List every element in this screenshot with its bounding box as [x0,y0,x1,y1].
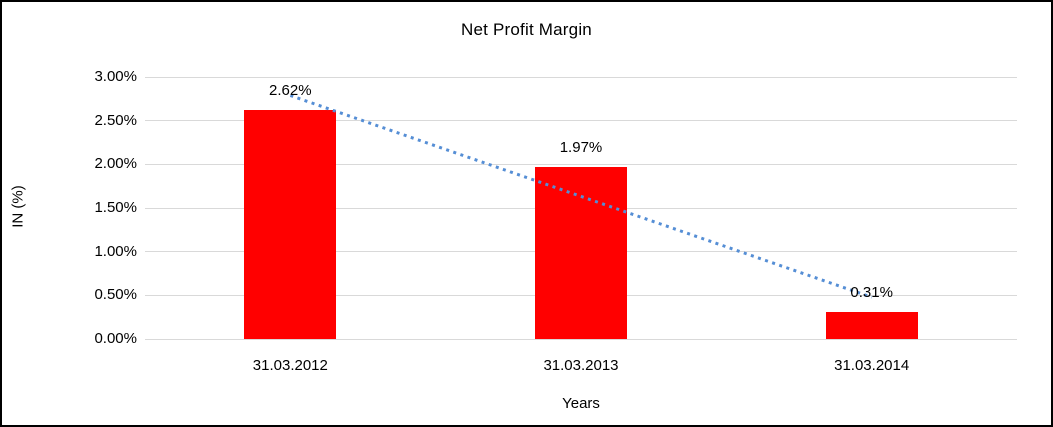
bar-31.03.2014 [825,311,918,339]
data-label: 1.97% [559,138,603,156]
y-axis-tick-label: 2.50% [94,111,137,129]
bar-31.03.2013 [535,166,627,339]
data-label: 0.31% [850,283,893,301]
bar-31.03.2012 [244,110,337,339]
x-axis-tick-label: 31.03.2013 [543,357,619,374]
trendline [289,94,873,299]
y-axis-tick-label: 0.00% [94,330,137,347]
plot-area: 2.62% 1.97% 0.31% [145,76,1017,340]
x-axis-title: Years [562,395,600,412]
y-axis-tick-label: 1.00% [94,242,137,260]
x-axis-tick-label: 31.03.2014 [834,357,910,374]
y-axis-tick-label: 1.50% [94,199,137,216]
gridline [145,120,1017,122]
chart-title: Net Profit Margin [461,20,592,39]
y-axis-tick-label: 3.00% [94,68,137,85]
gridline [145,76,1017,78]
x-axis-tick-label: 31.03.2012 [252,357,328,374]
y-axis-tick-label: 2.00% [94,155,137,173]
gridline [145,163,1017,165]
y-axis-tick-label: 0.50% [94,286,137,304]
gridline [145,338,1017,340]
data-label: 2.62% [269,82,312,100]
